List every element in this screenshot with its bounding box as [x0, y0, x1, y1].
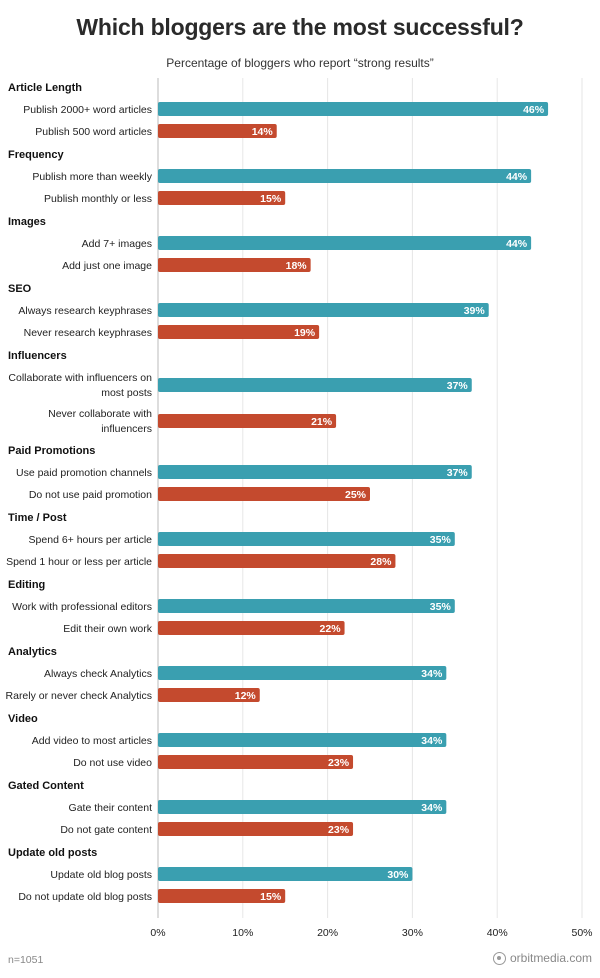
category-label: Publish monthly or less: [44, 193, 152, 205]
group-label: Images: [8, 216, 46, 228]
category-label: Do not use video: [73, 757, 152, 769]
brand-credit: orbitmedia.com: [492, 951, 592, 965]
category-label: Do not update old blog posts: [18, 891, 152, 903]
bar-value-label: 34%: [421, 802, 443, 814]
category-label: Use paid promotion channels: [16, 467, 152, 479]
bar-value-label: 15%: [260, 193, 282, 205]
bar-value-label: 34%: [421, 735, 443, 747]
category-label: Gate their content: [69, 802, 153, 814]
category-label: Rarely or never check Analytics: [6, 690, 152, 702]
orbit-logo-icon: [492, 951, 506, 965]
bar-secondary: [158, 487, 370, 501]
bar-value-label: 39%: [464, 305, 486, 317]
category-label: Publish more than weekly: [32, 171, 152, 183]
bar-value-label: 23%: [328, 824, 350, 836]
brand-name: orbitmedia.com: [509, 951, 592, 965]
category-label: Spend 1 hour or less per article: [6, 556, 152, 568]
bar-primary: [158, 532, 455, 546]
bar-value-label: 22%: [320, 623, 342, 635]
bar-secondary: [158, 325, 320, 339]
category-label: most posts: [101, 387, 152, 399]
bar-value-label: 21%: [311, 416, 333, 428]
bar-secondary: [158, 755, 354, 769]
bar-value-label: 19%: [294, 327, 316, 339]
bar-value-label: 37%: [447, 380, 469, 392]
bar-value-label: 14%: [252, 126, 274, 138]
group-label: Frequency: [8, 149, 65, 161]
bar-primary: [158, 800, 447, 814]
bar-secondary: [158, 554, 396, 568]
bar-value-label: 37%: [447, 467, 469, 479]
group-label: Article Length: [8, 82, 82, 94]
category-label: Never collaborate with: [48, 408, 152, 420]
category-label: Do not use paid promotion: [29, 489, 152, 501]
category-label: Always check Analytics: [44, 668, 152, 680]
bar-primary: [158, 465, 472, 479]
bar-secondary: [158, 258, 311, 272]
bar-secondary: [158, 621, 345, 635]
category-label: Edit their own work: [63, 623, 152, 635]
bar-value-label: 44%: [506, 171, 528, 183]
sample-size-note: n=1051: [8, 954, 44, 966]
group-label: Paid Promotions: [8, 445, 95, 457]
category-label: Publish 2000+ word articles: [23, 104, 152, 116]
bar-value-label: 46%: [523, 104, 545, 116]
bar-secondary: [158, 191, 286, 205]
category-label: influencers: [101, 423, 152, 435]
category-label: Update old blog posts: [50, 869, 152, 881]
bar-primary: [158, 666, 447, 680]
category-label: Add video to most articles: [32, 735, 152, 747]
bar-value-label: 28%: [370, 556, 392, 568]
bar-primary: [158, 378, 472, 392]
category-label: Publish 500 word articles: [35, 126, 152, 138]
bar-secondary: [158, 124, 277, 138]
group-label: Time / Post: [8, 512, 67, 524]
bar-value-label: 34%: [421, 668, 443, 680]
chart-subtitle: Percentage of bloggers who report “stron…: [166, 56, 434, 70]
bar-primary: [158, 169, 532, 183]
x-tick-label: 50%: [571, 927, 592, 939]
x-tick-label: 40%: [487, 927, 508, 939]
bar-secondary: [158, 822, 354, 836]
x-tick-label: 30%: [402, 927, 423, 939]
bar-primary: [158, 867, 413, 881]
bar-value-label: 35%: [430, 601, 452, 613]
group-label: Video: [8, 713, 38, 725]
bar-value-label: 18%: [286, 260, 308, 272]
category-label: Never research keyphrases: [24, 327, 152, 339]
category-label: Collaborate with influencers on: [8, 372, 152, 384]
bar-value-label: 23%: [328, 757, 350, 769]
category-label: Do not gate content: [60, 824, 152, 836]
bar-secondary: [158, 414, 337, 428]
bar-value-label: 44%: [506, 238, 528, 250]
category-label: Spend 6+ hours per article: [29, 534, 153, 546]
group-label: Gated Content: [8, 780, 84, 792]
bar-value-label: 25%: [345, 489, 367, 501]
bar-primary: [158, 102, 549, 116]
bar-value-label: 12%: [235, 690, 257, 702]
bar-primary: [158, 733, 447, 747]
group-label: Influencers: [8, 350, 67, 362]
bar-secondary: [158, 688, 260, 702]
bar-primary: [158, 303, 489, 317]
group-label: Update old posts: [8, 847, 97, 859]
category-label: Add just one image: [62, 260, 152, 272]
x-tick-label: 10%: [232, 927, 253, 939]
x-tick-label: 0%: [150, 927, 165, 939]
x-tick-label: 20%: [317, 927, 338, 939]
category-label: Work with professional editors: [12, 601, 152, 613]
bar-value-label: 35%: [430, 534, 452, 546]
chart-title: Which bloggers are the most successful?: [76, 14, 524, 40]
category-label: Always research keyphrases: [18, 305, 152, 317]
bar-value-label: 30%: [387, 869, 409, 881]
category-label: Add 7+ images: [82, 238, 152, 250]
group-label: SEO: [8, 283, 32, 295]
group-label: Analytics: [8, 646, 57, 658]
group-label: Editing: [8, 579, 45, 591]
bar-secondary: [158, 889, 286, 903]
bar-primary: [158, 236, 532, 250]
bar-value-label: 15%: [260, 891, 282, 903]
bar-primary: [158, 599, 455, 613]
